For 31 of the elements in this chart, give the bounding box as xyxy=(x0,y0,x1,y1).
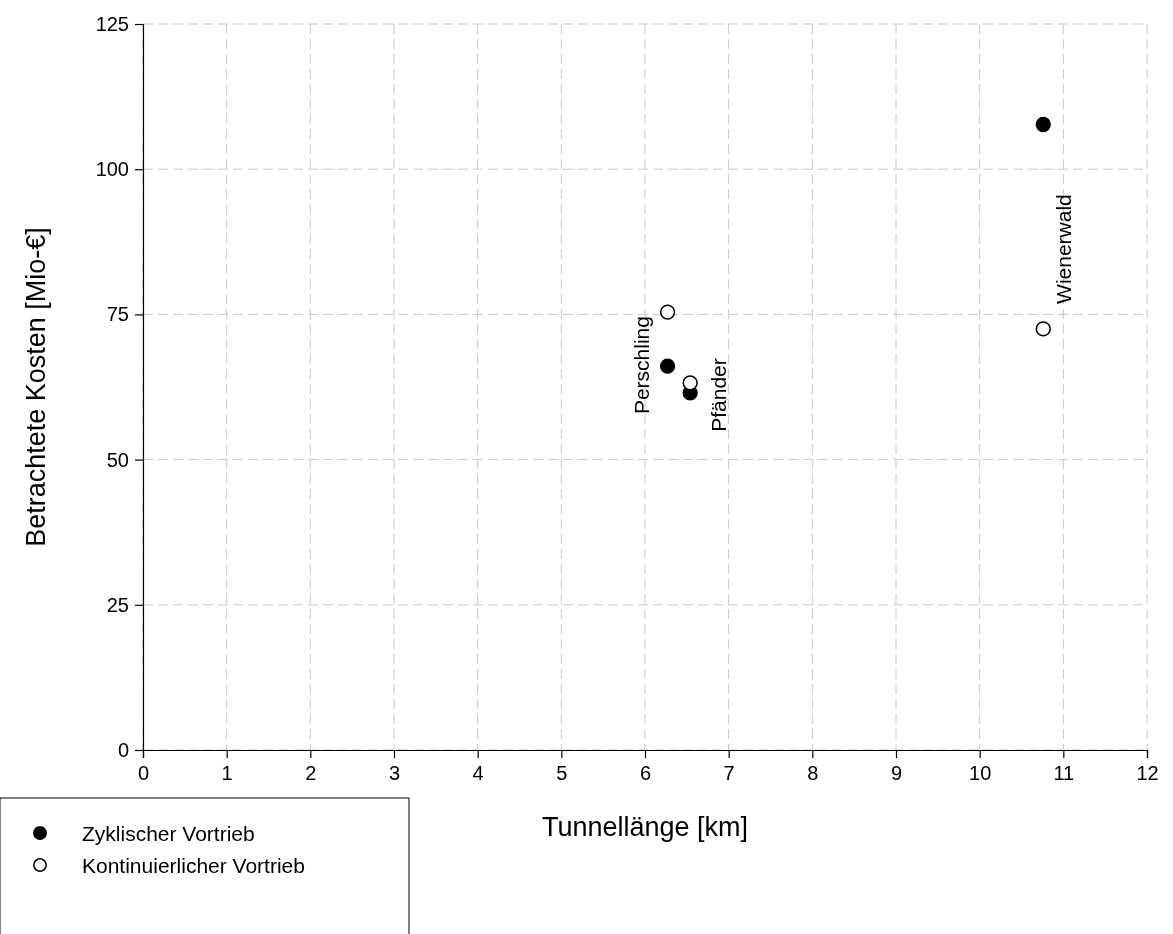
annotation: Perschling xyxy=(630,316,654,415)
x-tick-label: 4 xyxy=(472,762,484,785)
x-tick-label: 7 xyxy=(723,762,735,785)
y-axis-title: Betrachtete Kosten [Mio-€] xyxy=(21,227,51,547)
legend-label: Kontinuierlicher Vortrieb xyxy=(82,853,305,877)
point xyxy=(659,358,676,374)
x-tick-label: 3 xyxy=(388,762,401,785)
point xyxy=(659,304,676,320)
x-tick-label: 1 xyxy=(221,762,233,785)
point xyxy=(682,375,698,391)
x-tick-label: 5 xyxy=(556,762,568,785)
point xyxy=(1035,321,1051,337)
y-tick-label: 0 xyxy=(117,738,129,761)
x-tick-label: 2 xyxy=(305,762,317,785)
x-tick-label: 8 xyxy=(807,762,819,785)
y-tick-label: 75 xyxy=(106,303,129,326)
x-tick-label: 0 xyxy=(137,762,150,785)
y-tick-label: 50 xyxy=(106,448,129,471)
x-tick-label: 9 xyxy=(890,762,903,785)
x-axis-title: Tunnellänge [km] xyxy=(541,812,749,842)
y-tick-label: 25 xyxy=(106,593,129,616)
x-tick-label: 10 xyxy=(969,762,992,785)
x-tick-label: 11 xyxy=(1053,762,1075,785)
legend-label: Zyklischer Vortrieb xyxy=(82,821,255,845)
annotation: Wienerwald xyxy=(1051,194,1075,304)
annotation: Pfänder xyxy=(706,358,730,432)
y-tick-label: 100 xyxy=(95,158,129,181)
point xyxy=(1035,116,1051,133)
x-tick-label: 12 xyxy=(1136,762,1159,785)
x-tick-label: 6 xyxy=(639,762,652,785)
y-tick-label: 125 xyxy=(95,12,129,35)
